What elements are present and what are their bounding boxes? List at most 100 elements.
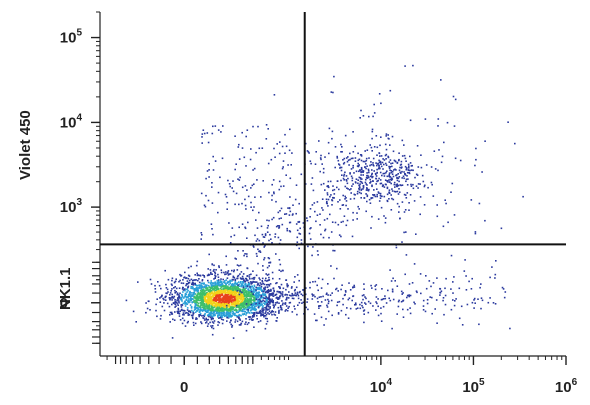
event-dot-negative xyxy=(192,310,194,313)
event-dot-double-positive-halo xyxy=(314,210,316,213)
event-dot-diagonal xyxy=(376,195,378,198)
event-dot-double-positive-halo xyxy=(474,164,476,167)
event-dot-sparse xyxy=(265,138,268,140)
event-dot-x-positive xyxy=(333,277,335,280)
event-dot-negative xyxy=(214,313,216,315)
event-dot-negative xyxy=(243,293,245,295)
event-dot-negative xyxy=(282,269,284,272)
event-dot-diagonal xyxy=(211,263,214,266)
event-dot-negative xyxy=(177,308,180,311)
event-dot-double-positive xyxy=(362,186,365,189)
event-dot-double-positive xyxy=(390,177,393,179)
event-dot-double-positive xyxy=(403,144,405,146)
event-dot-diagonal xyxy=(309,227,311,230)
event-dot-negative xyxy=(204,297,206,299)
event-dot-sparse xyxy=(261,147,264,149)
event-dot-negative xyxy=(236,316,239,318)
event-dot-double-positive xyxy=(331,130,334,133)
event-dot-negative xyxy=(182,309,184,312)
event-dot-negative xyxy=(213,297,216,299)
event-dot-x-positive xyxy=(351,299,353,302)
event-dot-negative xyxy=(164,299,167,301)
event-dot-negative xyxy=(286,284,288,287)
event-dot-double-positive xyxy=(410,169,413,171)
event-dot-negative xyxy=(219,285,221,287)
event-dot-x-positive xyxy=(364,296,366,298)
event-dot-diagonal xyxy=(342,159,344,161)
event-dot-negative xyxy=(198,314,200,316)
event-dot-sparse xyxy=(246,129,249,131)
event-dot-diagonal xyxy=(326,200,328,203)
event-dot-x-positive xyxy=(463,270,466,272)
event-dot-x-positive xyxy=(409,307,411,309)
event-dot-double-positive-halo xyxy=(417,187,419,189)
event-dot-x-positive xyxy=(401,293,403,295)
event-dot-negative xyxy=(250,307,252,309)
event-dot-double-positive xyxy=(419,183,421,185)
event-dot-double-positive xyxy=(329,180,332,183)
event-dot-negative xyxy=(159,297,161,299)
event-dot-double-positive xyxy=(401,177,403,179)
event-dot-negative xyxy=(229,287,232,289)
event-dot-x-positive xyxy=(268,308,270,311)
event-dot-negative xyxy=(264,279,266,282)
event-dot-negative xyxy=(218,314,221,317)
event-dot-negative xyxy=(264,302,266,305)
event-dot-negative xyxy=(206,307,209,310)
event-dot-negative xyxy=(229,288,231,290)
event-dot-negative xyxy=(209,321,211,324)
event-dot-x-positive xyxy=(289,301,292,304)
event-dot-double-positive xyxy=(327,185,329,187)
event-dot-negative xyxy=(256,300,259,302)
event-dot-double-positive xyxy=(354,160,357,162)
event-dot-negative xyxy=(195,287,198,289)
event-dot-double-positive xyxy=(378,192,380,194)
event-dot-double-positive-halo xyxy=(327,186,330,189)
event-dot-diagonal xyxy=(220,269,223,271)
event-dot-x-positive xyxy=(375,296,378,298)
event-dot-negative xyxy=(221,293,223,295)
event-dot-negative xyxy=(236,305,238,308)
event-dot-negative xyxy=(278,311,280,313)
event-dot-negative xyxy=(217,315,219,317)
event-dot-negative xyxy=(181,317,184,320)
event-dot-diagonal xyxy=(343,215,346,217)
event-dot-x-positive xyxy=(271,311,273,313)
event-dot-negative xyxy=(171,303,173,306)
event-dot-x-positive xyxy=(325,293,328,296)
quadrant-gate[interactable] xyxy=(100,12,566,356)
event-dot-sparse xyxy=(247,195,250,198)
event-dot-double-positive xyxy=(371,172,373,175)
event-dot-negative xyxy=(178,302,180,304)
event-dot-double-positive-halo xyxy=(324,156,326,158)
event-dot-negative xyxy=(176,302,178,305)
event-dot-diagonal xyxy=(340,143,342,146)
event-dot-negative xyxy=(255,281,258,283)
event-dot-negative xyxy=(210,292,212,295)
event-dot-x-positive xyxy=(461,324,464,326)
event-dot-sparse xyxy=(250,148,252,150)
event-dot-double-positive xyxy=(357,205,359,208)
event-dot-double-positive xyxy=(384,154,387,157)
event-dot-double-positive xyxy=(396,183,398,185)
event-dot-x-positive xyxy=(270,312,272,314)
event-dot-negative xyxy=(205,318,208,321)
event-dot-negative xyxy=(198,281,201,284)
event-dot-double-positive-halo xyxy=(445,202,447,205)
event-dot-double-positive xyxy=(372,180,374,182)
event-dot-negative xyxy=(234,301,236,303)
event-dot-negative xyxy=(238,297,241,299)
event-dot-double-positive xyxy=(381,185,384,188)
event-dot-negative xyxy=(172,302,175,305)
event-dot-double-positive xyxy=(395,169,397,171)
event-dot-negative xyxy=(243,291,245,294)
event-dot-double-positive-halo xyxy=(345,175,348,177)
event-dot-negative xyxy=(186,321,189,324)
event-dot-x-positive xyxy=(279,295,282,297)
event-dot-negative xyxy=(210,273,212,275)
event-dot-negative xyxy=(260,311,262,314)
event-dot-sparse xyxy=(232,180,234,182)
event-dot-negative xyxy=(234,314,237,316)
event-dot-double-positive xyxy=(383,175,386,177)
event-dot-double-positive xyxy=(422,180,425,183)
